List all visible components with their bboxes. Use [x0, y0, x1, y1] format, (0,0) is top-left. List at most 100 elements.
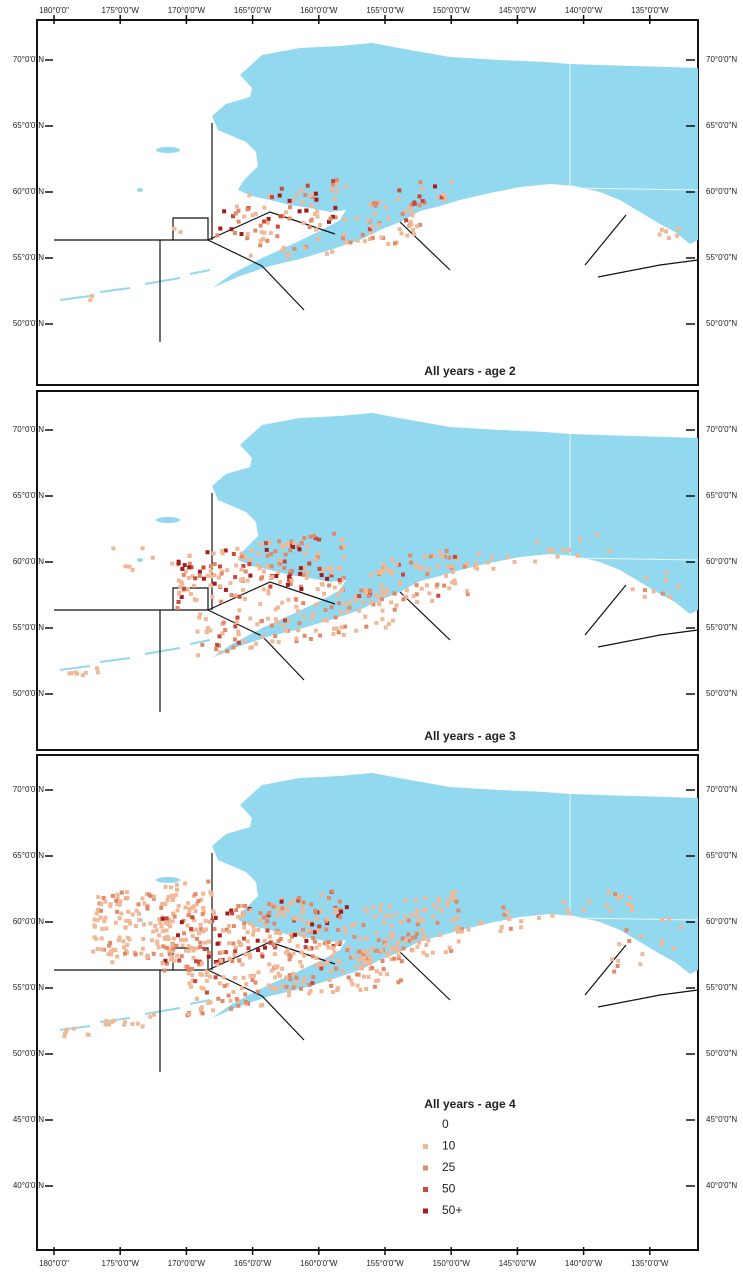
catch-cell	[338, 915, 343, 920]
catch-cell	[256, 948, 260, 952]
catch-cell	[206, 950, 211, 955]
catch-cell	[367, 237, 372, 241]
catch-cell	[299, 950, 304, 955]
catch-cell	[169, 885, 173, 890]
catch-cell	[266, 616, 270, 621]
catch-cell	[280, 545, 285, 550]
catch-cell	[317, 537, 322, 542]
catch-cell	[141, 937, 146, 941]
catch-cell	[278, 214, 283, 219]
catch-cell	[181, 938, 186, 943]
catch-cell	[379, 235, 384, 240]
catch-cell	[433, 184, 437, 189]
catch-cell	[232, 231, 237, 235]
catch-cell	[275, 620, 280, 625]
catch-cell	[405, 588, 409, 593]
catch-cell	[110, 960, 115, 965]
catch-cell	[275, 913, 280, 918]
catch-cell	[176, 933, 180, 938]
catch-cell	[190, 934, 195, 939]
catch-cell	[204, 972, 209, 977]
catch-cell	[218, 564, 222, 569]
catch-cell	[317, 962, 322, 966]
catch-cell	[384, 205, 388, 210]
catch-cell	[313, 628, 318, 633]
catch-cell	[355, 238, 360, 243]
catch-cell	[287, 198, 292, 203]
catch-cell	[296, 628, 301, 633]
catch-cell	[401, 597, 406, 602]
catch-cell	[300, 200, 305, 205]
catch-cell	[353, 594, 358, 599]
catch-cell	[362, 974, 366, 979]
catch-cell	[375, 570, 380, 575]
catch-cell	[299, 587, 304, 592]
catch-cell	[154, 928, 159, 933]
catch-cell	[163, 902, 168, 907]
catch-cell	[286, 952, 291, 957]
catch-cell	[323, 607, 328, 612]
catch-cell	[408, 553, 413, 558]
catch-cell	[446, 900, 451, 904]
catch-cell	[294, 636, 299, 641]
catch-cell	[617, 942, 622, 947]
catch-cell	[442, 583, 447, 588]
catch-cell	[261, 587, 266, 592]
catch-cell	[248, 645, 253, 650]
catch-cell	[231, 941, 236, 946]
catch-cell	[319, 989, 324, 994]
catch-cell	[317, 924, 322, 929]
catch-cell	[300, 964, 304, 969]
catch-cell	[315, 209, 319, 214]
catch-cell	[190, 574, 195, 579]
catch-cell	[229, 908, 234, 913]
catch-cell	[243, 952, 248, 957]
catch-cell	[243, 555, 248, 560]
catch-cell	[447, 586, 452, 591]
catch-cell	[187, 907, 192, 912]
catch-cell	[217, 575, 221, 580]
catch-cell	[386, 951, 391, 955]
catch-cell	[234, 204, 239, 209]
catch-cell	[392, 241, 397, 246]
catch-cell	[137, 918, 142, 922]
catch-cell	[289, 539, 294, 544]
catch-cell	[360, 232, 365, 237]
legend-label: 10	[442, 1139, 456, 1153]
catch-cell	[628, 895, 633, 900]
catch-cell	[389, 569, 393, 574]
catch-cell	[307, 920, 312, 924]
catch-cell	[280, 966, 285, 971]
catch-cell	[298, 188, 303, 193]
catch-cell	[267, 962, 272, 967]
catch-cell	[208, 1000, 213, 1005]
catch-cell	[437, 933, 442, 937]
catch-cell	[360, 966, 364, 971]
catch-cell	[370, 235, 375, 240]
catch-cell	[92, 935, 97, 940]
catch-cell	[459, 929, 464, 934]
catch-cell	[287, 938, 292, 943]
catch-cell	[396, 953, 401, 958]
catch-cell	[336, 630, 341, 635]
catch-cell	[272, 921, 277, 926]
catch-cell	[220, 549, 225, 553]
catch-cell	[432, 903, 436, 908]
catch-cell	[607, 549, 612, 554]
catch-cell	[373, 948, 378, 953]
catch-cell	[290, 934, 295, 939]
catch-cell	[364, 591, 368, 596]
catch-cell	[124, 918, 129, 923]
catch-cell	[324, 961, 329, 966]
catch-cell	[244, 982, 249, 987]
catch-cell	[151, 929, 156, 934]
catch-cell	[341, 575, 346, 580]
catch-cell	[175, 908, 180, 913]
catch-cell	[144, 892, 149, 897]
catch-cell	[373, 203, 378, 208]
catch-cell	[203, 940, 207, 945]
catch-cell	[384, 942, 389, 947]
catch-cell	[276, 939, 281, 943]
catch-cell	[309, 193, 313, 198]
catch-cell	[595, 532, 600, 537]
